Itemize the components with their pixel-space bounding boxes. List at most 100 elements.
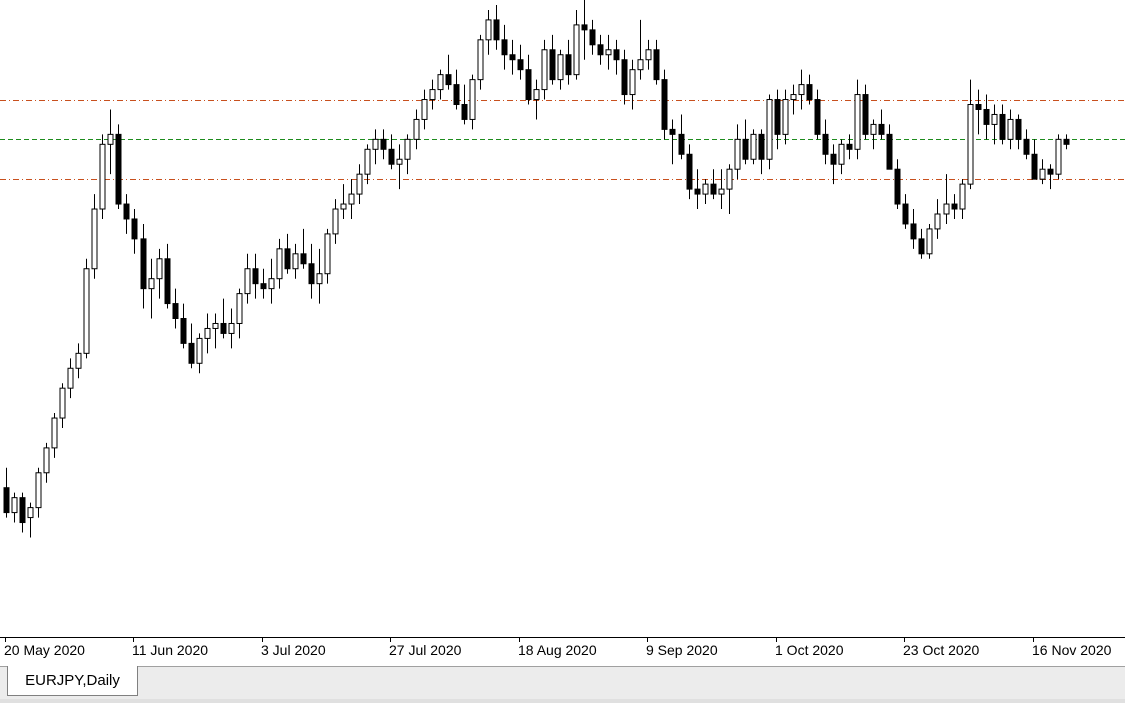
candle-body xyxy=(156,258,163,280)
price-chart-area[interactable] xyxy=(0,0,1125,637)
candle-body xyxy=(846,143,853,150)
candle-body xyxy=(589,29,596,46)
candle-2 xyxy=(19,492,26,533)
candle-body xyxy=(1023,138,1030,155)
candle-105 xyxy=(846,134,853,160)
candlestick-chart[interactable] xyxy=(0,0,1125,637)
x-tick-label: 9 Sep 2020 xyxy=(646,642,718,658)
candle-body xyxy=(918,238,925,255)
candle-body xyxy=(404,138,411,160)
candle-26 xyxy=(212,313,219,349)
candle-body xyxy=(380,138,387,150)
candle-132 xyxy=(1063,134,1070,150)
candle-body xyxy=(51,417,58,449)
candle-body xyxy=(959,183,966,210)
candle-30 xyxy=(244,253,251,304)
candle-66 xyxy=(533,79,540,120)
candle-body xyxy=(983,108,990,125)
candle-0 xyxy=(3,467,10,518)
candle-84 xyxy=(678,114,685,160)
candle-body xyxy=(260,283,267,290)
candle-body xyxy=(67,367,74,389)
candle-6 xyxy=(51,413,58,458)
candle-51 xyxy=(413,109,420,150)
candle-body xyxy=(300,253,307,265)
candle-body xyxy=(35,472,42,509)
candle-83 xyxy=(669,119,676,165)
candle-103 xyxy=(830,144,837,185)
candle-61 xyxy=(493,4,500,50)
candle-8 xyxy=(67,358,74,399)
candle-body xyxy=(1031,153,1038,180)
chart-tab-eurjpy-daily[interactable]: EURJPY,Daily xyxy=(7,666,138,696)
candle-25 xyxy=(204,313,211,354)
candle-102 xyxy=(822,119,829,165)
candle-body xyxy=(557,54,564,81)
candle-body xyxy=(967,104,974,185)
candle-29 xyxy=(236,288,243,339)
candle-56 xyxy=(453,69,460,110)
candle-body xyxy=(894,168,901,205)
candle-114 xyxy=(918,228,925,259)
candle-79 xyxy=(637,19,644,80)
candle-99 xyxy=(798,69,805,110)
candle-129 xyxy=(1039,159,1046,185)
candle-body xyxy=(999,113,1006,140)
candle-75 xyxy=(605,34,612,70)
candle-body xyxy=(790,94,797,101)
candle-body xyxy=(1063,138,1070,145)
candle-body xyxy=(613,49,620,61)
x-tick-label: 27 Jul 2020 xyxy=(389,642,462,658)
candle-body xyxy=(388,148,395,165)
candle-body xyxy=(429,89,436,101)
candle-body xyxy=(742,138,749,160)
candle-121 xyxy=(975,89,982,135)
candle-body xyxy=(485,19,492,41)
candle-27 xyxy=(220,298,227,339)
candle-48 xyxy=(388,134,395,170)
candle-125 xyxy=(1007,109,1014,150)
candle-body xyxy=(991,113,998,125)
candle-101 xyxy=(814,89,821,140)
candle-33 xyxy=(268,258,275,304)
candle-body xyxy=(356,173,363,195)
candle-body xyxy=(228,322,235,334)
candle-93 xyxy=(750,129,757,165)
candle-body xyxy=(525,69,532,101)
candle-109 xyxy=(878,109,885,140)
candle-body xyxy=(188,342,195,364)
candle-body xyxy=(934,213,941,230)
candle-body xyxy=(461,104,468,120)
candle-35 xyxy=(284,233,291,274)
candle-68 xyxy=(549,34,556,85)
candle-body xyxy=(774,99,781,135)
candle-body xyxy=(180,318,187,344)
candle-19 xyxy=(156,248,163,299)
candle-body xyxy=(798,84,805,96)
x-tick-label: 1 Oct 2020 xyxy=(775,642,844,658)
candle-body xyxy=(292,253,299,270)
candle-body xyxy=(396,158,403,165)
candle-81 xyxy=(653,39,660,85)
candle-128 xyxy=(1031,139,1038,180)
candle-body xyxy=(734,138,741,170)
candle-76 xyxy=(613,39,620,75)
candle-body xyxy=(308,263,315,285)
x-tick-mark xyxy=(262,638,263,642)
candle-body xyxy=(148,278,155,290)
candle-body xyxy=(453,84,460,106)
x-tick-label: 20 May 2020 xyxy=(4,642,85,658)
candle-body xyxy=(669,128,676,135)
candle-body xyxy=(91,208,98,270)
candle-body xyxy=(469,79,476,120)
candle-34 xyxy=(276,238,283,289)
candle-body xyxy=(340,203,347,210)
candle-body xyxy=(661,79,668,130)
candle-body xyxy=(501,39,508,56)
candle-body xyxy=(252,268,259,285)
candle-43 xyxy=(348,179,355,219)
candle-67 xyxy=(541,39,548,100)
candle-17 xyxy=(140,223,147,309)
candle-body xyxy=(164,258,171,305)
candle-body xyxy=(517,59,524,71)
